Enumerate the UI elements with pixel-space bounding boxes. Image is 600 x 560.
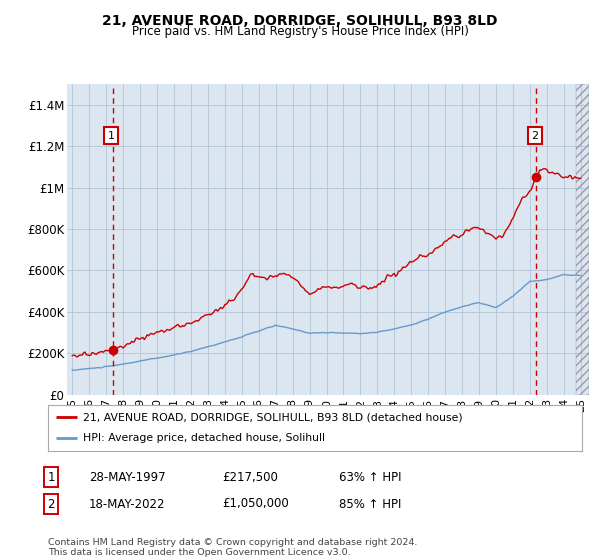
Text: £1,050,000: £1,050,000 bbox=[222, 497, 289, 511]
Text: £217,500: £217,500 bbox=[222, 470, 278, 484]
Text: 85% ↑ HPI: 85% ↑ HPI bbox=[339, 497, 401, 511]
Text: 1: 1 bbox=[107, 131, 115, 141]
Text: 21, AVENUE ROAD, DORRIDGE, SOLIHULL, B93 8LD: 21, AVENUE ROAD, DORRIDGE, SOLIHULL, B93… bbox=[102, 14, 498, 28]
Text: 63% ↑ HPI: 63% ↑ HPI bbox=[339, 470, 401, 484]
Text: 1: 1 bbox=[47, 470, 55, 484]
Text: 28-MAY-1997: 28-MAY-1997 bbox=[89, 470, 166, 484]
Text: 2: 2 bbox=[47, 497, 55, 511]
Text: Contains HM Land Registry data © Crown copyright and database right 2024.
This d: Contains HM Land Registry data © Crown c… bbox=[48, 538, 418, 557]
Text: HPI: Average price, detached house, Solihull: HPI: Average price, detached house, Soli… bbox=[83, 433, 325, 444]
Text: 18-MAY-2022: 18-MAY-2022 bbox=[89, 497, 166, 511]
Text: 21, AVENUE ROAD, DORRIDGE, SOLIHULL, B93 8LD (detached house): 21, AVENUE ROAD, DORRIDGE, SOLIHULL, B93… bbox=[83, 412, 463, 422]
Text: 2: 2 bbox=[531, 131, 538, 141]
Text: Price paid vs. HM Land Registry's House Price Index (HPI): Price paid vs. HM Land Registry's House … bbox=[131, 25, 469, 38]
